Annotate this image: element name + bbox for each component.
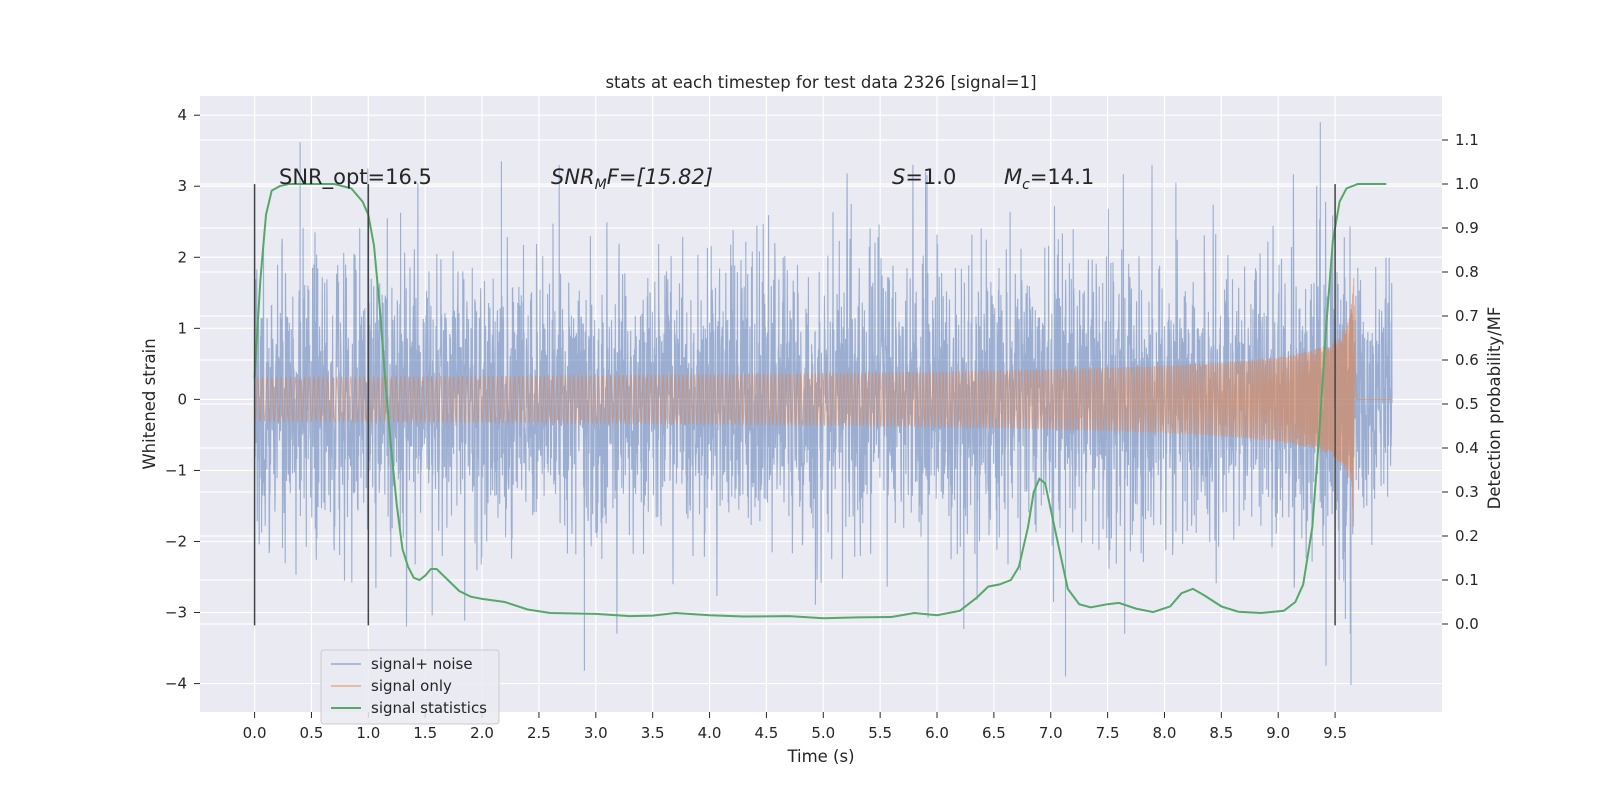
- annotation-snr-mf-sub: M: [595, 177, 607, 193]
- y2-tick-label: 0.1: [1455, 571, 1479, 589]
- annotation-s-value: =1.0: [905, 165, 956, 189]
- y2-tick-label: 0.7: [1455, 307, 1479, 325]
- y-tick-label: 1: [177, 319, 187, 337]
- annotation-mc: Mc=14.1: [1004, 165, 1094, 193]
- y-tick-label: −4: [165, 675, 187, 693]
- y2-tick-label: 0.5: [1455, 395, 1479, 413]
- data-layer: [253, 122, 1393, 685]
- x-tick-label: 8.5: [1209, 724, 1233, 742]
- vertical-markers: [253, 184, 1336, 626]
- x-tick-label: 2.5: [527, 724, 551, 742]
- x-tick-label: 7.5: [1096, 724, 1120, 742]
- x-tick-label: 6.5: [982, 724, 1006, 742]
- annotation-snr-mf-base: SNR: [551, 165, 595, 189]
- annotation-mc-value: =14.1: [1030, 165, 1094, 189]
- y2-axis-label: Detection probability/MF: [1485, 307, 1504, 510]
- x-tick-label: 0.0: [243, 724, 267, 742]
- annotation-mc-base: M: [1004, 165, 1022, 189]
- y-tick-label: 2: [177, 248, 187, 266]
- x-tick-label: 3.0: [584, 724, 608, 742]
- y-tick-label: −3: [165, 604, 187, 622]
- series-signal-only-line: [254, 277, 1392, 527]
- x-axis-label: Time (s): [786, 747, 854, 766]
- annotation-s: S=1.0: [892, 165, 956, 189]
- y2-tick-label: 0.0: [1455, 615, 1479, 633]
- y2-tick-label: 0.6: [1455, 351, 1479, 369]
- legend: signal+ noise signal only signal statist…: [320, 649, 500, 725]
- x-tick-label: 7.0: [1039, 724, 1063, 742]
- y2-tick-label: 0.4: [1455, 439, 1479, 457]
- annotation-snr-mf-rest: F=[15.82]: [607, 165, 713, 189]
- legend-label-signal-statistics: signal statistics: [371, 699, 487, 717]
- x-tick-label: 6.0: [925, 724, 949, 742]
- axis-ticks: 0.0 0.5 1.0 1.5 2.0 2.5 3.0 3.5 4.0 4.5 5.0 5.5 6.0 6…: [165, 106, 1479, 742]
- x-tick-label: 4.0: [698, 724, 722, 742]
- y2-tick-label: 0.2: [1455, 527, 1479, 545]
- legend-label-signal-noise: signal+ noise: [371, 655, 473, 673]
- annotation-s-label: S: [892, 165, 905, 189]
- x-tick-label: 1.0: [356, 724, 380, 742]
- y2-tick-label: 1.0: [1455, 175, 1479, 193]
- y-tick-label: −1: [165, 461, 187, 479]
- annotation-mc-sub: c: [1022, 177, 1030, 193]
- y-tick-label: 4: [177, 106, 187, 124]
- x-tick-label: 3.5: [641, 724, 665, 742]
- y-axis-label: Whitened strain: [140, 338, 159, 469]
- y2-tick-label: 0.3: [1455, 483, 1479, 501]
- x-tick-label: 1.5: [413, 724, 437, 742]
- y2-tick-label: 1.1: [1455, 131, 1479, 149]
- series-signal-statistics-line: [253, 183, 1387, 620]
- legend-box: [320, 649, 500, 725]
- x-tick-label: 9.5: [1323, 724, 1347, 742]
- annotation-snr-opt: SNR_opt=16.5: [279, 165, 432, 190]
- x-tick-label: 2.0: [470, 724, 494, 742]
- y-tick-label: −2: [165, 532, 187, 550]
- y-tick-label: 0: [177, 390, 187, 408]
- x-tick-label: 5.5: [868, 724, 892, 742]
- y2-tick-label: 0.9: [1455, 219, 1479, 237]
- x-tick-label: 9.0: [1266, 724, 1290, 742]
- y2-tick-label: 0.8: [1455, 263, 1479, 281]
- x-tick-label: 8.0: [1153, 724, 1177, 742]
- y-tick-label: 3: [177, 177, 187, 195]
- x-tick-label: 5.0: [811, 724, 835, 742]
- legend-label-signal-only: signal only: [371, 677, 452, 695]
- annotation-snr-mf: SNRMF=[15.82]: [551, 165, 713, 193]
- chart-title: stats at each timestep for test data 232…: [605, 73, 1036, 92]
- x-tick-label: 0.5: [300, 724, 324, 742]
- x-tick-label: 4.5: [754, 724, 778, 742]
